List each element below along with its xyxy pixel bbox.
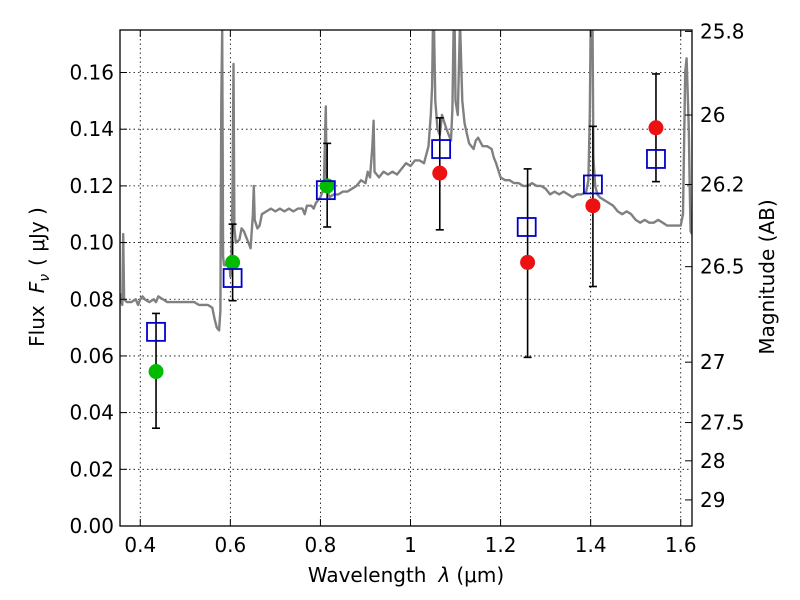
plot-frame [119, 29, 693, 527]
red-point [585, 198, 601, 214]
y-tick-label: 0.02 [69, 457, 114, 481]
axis-ticks [120, 30, 692, 527]
y-axis-label-text: Flux [25, 305, 49, 347]
red-point [648, 120, 664, 136]
model-square [516, 217, 537, 237]
red-point [432, 165, 448, 181]
x-tick-label: 0.6 [214, 533, 246, 557]
y2-tick-label: 27.5 [700, 411, 745, 435]
x-axis-symbol: λ [438, 563, 451, 587]
x-tick-label: 1.2 [485, 533, 517, 557]
grid [120, 30, 692, 527]
y-axis-subscript: ν [37, 274, 53, 282]
green-point [319, 178, 335, 194]
x-tick-label: 1.6 [665, 533, 697, 557]
y-tick-label: 0.00 [69, 514, 114, 538]
y-tick-label: 0.04 [69, 401, 114, 425]
x-tick-label: 0.4 [124, 533, 156, 557]
model-square [431, 139, 452, 159]
spectrum-line [120, 30, 692, 332]
y2-tick-label: 29 [700, 488, 725, 512]
y-tick-label: 0.08 [69, 287, 114, 311]
x-axis-unit: (μm) [456, 563, 504, 587]
model-square [646, 149, 666, 169]
y2-tick-label: 26.5 [700, 255, 745, 279]
y-tick-label: 0.14 [69, 117, 114, 141]
y2-tick-label: 26 [700, 103, 725, 127]
y2-axis-title: Magnitude (AB) [755, 199, 779, 354]
y-tick-label: 0.16 [69, 61, 114, 85]
green-point [225, 254, 241, 270]
y2-tick-label: 28 [700, 449, 725, 473]
tick-labels: 0.4 0.6 0.8 1 1.2 1.4 1.6 0.00 0.02 0.04 0.06 0.08 0… [69, 19, 744, 557]
model-square [315, 180, 336, 201]
model-square [583, 174, 603, 195]
y2-tick-label: 26.2 [700, 172, 745, 196]
x-tick-label: 0.8 [305, 533, 337, 557]
y-tick-label: 0.12 [69, 174, 114, 198]
red-point [520, 254, 536, 270]
y-axis-title: Flux Fν ( μJy ) [25, 207, 53, 347]
green-point [148, 364, 164, 380]
y2-tick-label: 25.8 [700, 19, 745, 43]
x-tick-label: 1 [404, 533, 417, 557]
x-tick-label: 1.4 [575, 533, 607, 557]
y-axis-symbol: F [25, 281, 49, 293]
x-axis-title: Wavelength λ (μm) [308, 563, 504, 587]
y-axis-unit: ( μJy ) [25, 207, 49, 266]
y2-tick-label: 27 [700, 350, 725, 374]
x-axis-label-text: Wavelength [308, 563, 427, 587]
model-square [146, 321, 166, 342]
y-tick-label: 0.10 [69, 231, 114, 255]
plot-area [120, 30, 692, 430]
y-tick-label: 0.06 [69, 344, 114, 368]
model-square [222, 268, 243, 288]
